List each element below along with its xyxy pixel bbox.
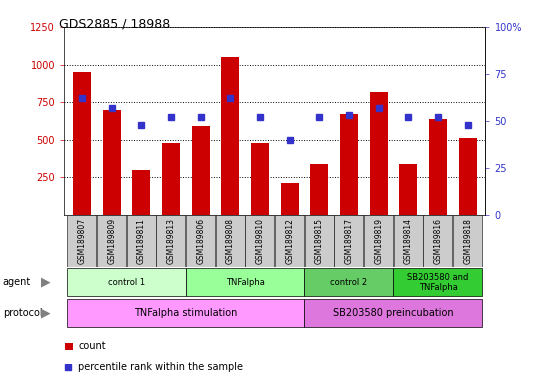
Text: protocol: protocol (3, 308, 42, 318)
Bar (400, 164, 417, 215)
FancyBboxPatch shape (305, 215, 334, 267)
Bar (340, 114, 358, 215)
FancyBboxPatch shape (364, 215, 393, 267)
Bar (370, 92, 388, 215)
Bar (132, 170, 150, 215)
FancyBboxPatch shape (216, 215, 244, 267)
Bar (222, 57, 239, 215)
FancyBboxPatch shape (394, 215, 422, 267)
Text: SB203580 preincubation: SB203580 preincubation (333, 308, 454, 318)
Text: GSM189815: GSM189815 (315, 218, 324, 264)
Text: GDS2885 / 18988: GDS2885 / 18988 (59, 17, 170, 30)
Text: SB203580 and
TNFalpha: SB203580 and TNFalpha (407, 273, 469, 292)
Text: GSM189810: GSM189810 (256, 218, 264, 264)
Text: GSM189811: GSM189811 (137, 218, 146, 263)
Text: GSM189817: GSM189817 (344, 218, 353, 264)
Text: ▶: ▶ (41, 306, 51, 319)
Bar (162, 143, 180, 215)
Text: GSM189806: GSM189806 (196, 218, 205, 264)
Text: GSM189818: GSM189818 (463, 218, 472, 263)
Bar (251, 143, 269, 215)
Text: count: count (78, 341, 106, 351)
FancyBboxPatch shape (97, 215, 126, 267)
Bar (459, 138, 477, 215)
Text: GSM189807: GSM189807 (78, 218, 86, 264)
Text: GSM189808: GSM189808 (226, 218, 235, 264)
FancyBboxPatch shape (67, 268, 186, 296)
Text: agent: agent (3, 277, 31, 287)
Text: TNFalpha stimulation: TNFalpha stimulation (134, 308, 238, 318)
Text: GSM189814: GSM189814 (404, 218, 413, 264)
FancyBboxPatch shape (127, 215, 156, 267)
FancyBboxPatch shape (305, 299, 483, 327)
Bar (310, 164, 328, 215)
FancyBboxPatch shape (453, 215, 482, 267)
FancyBboxPatch shape (305, 268, 393, 296)
FancyBboxPatch shape (156, 215, 185, 267)
FancyBboxPatch shape (186, 215, 215, 267)
Bar (429, 119, 447, 215)
Text: TNFalpha: TNFalpha (225, 278, 264, 287)
FancyBboxPatch shape (334, 215, 363, 267)
FancyBboxPatch shape (275, 215, 304, 267)
Text: GSM189816: GSM189816 (434, 218, 442, 264)
Text: control 2: control 2 (330, 278, 368, 287)
Text: GSM189809: GSM189809 (107, 218, 116, 264)
FancyBboxPatch shape (186, 268, 305, 296)
Text: percentile rank within the sample: percentile rank within the sample (78, 362, 243, 372)
FancyBboxPatch shape (67, 299, 305, 327)
Text: control 1: control 1 (108, 278, 145, 287)
FancyBboxPatch shape (246, 215, 274, 267)
Bar (73, 72, 91, 215)
FancyBboxPatch shape (68, 215, 96, 267)
Text: ▶: ▶ (41, 276, 51, 289)
Text: GSM189819: GSM189819 (374, 218, 383, 264)
Bar (192, 126, 210, 215)
Text: GSM189812: GSM189812 (285, 218, 294, 263)
Bar (103, 110, 121, 215)
FancyBboxPatch shape (424, 215, 452, 267)
Bar (281, 184, 299, 215)
FancyBboxPatch shape (393, 268, 483, 296)
Text: GSM189813: GSM189813 (166, 218, 175, 264)
